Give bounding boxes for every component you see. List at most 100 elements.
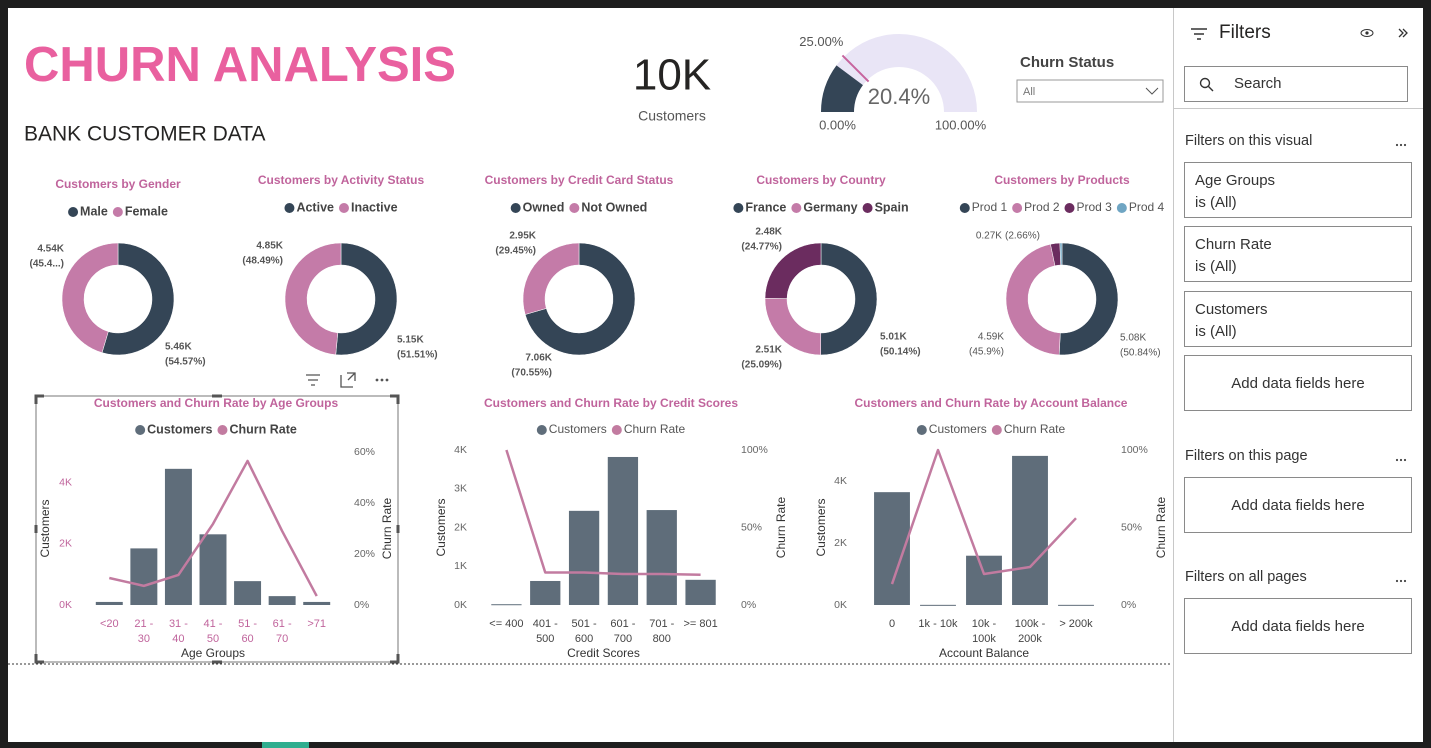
y2-axis-title: Churn Rate	[774, 496, 788, 558]
bar[interactable]	[130, 548, 158, 605]
bar[interactable]	[920, 604, 956, 606]
filter-icon[interactable]	[306, 374, 320, 386]
donut-slice[interactable]	[1058, 242, 1119, 356]
legend-label: Prod 4	[1129, 200, 1165, 214]
legend-marker[interactable]	[959, 203, 970, 213]
bar[interactable]	[1058, 604, 1094, 606]
data-label-share: (29.45%)	[495, 246, 536, 257]
legend-marker[interactable]	[217, 425, 228, 435]
y2-tick-label: 0%	[354, 599, 369, 611]
donut-slice[interactable]	[1059, 242, 1063, 266]
filter-card[interactable]: Customers is (All)	[1184, 291, 1412, 347]
legend-marker[interactable]	[112, 207, 123, 217]
data-label-share: (50.14%)	[880, 347, 921, 358]
bar[interactable]	[199, 534, 227, 605]
bar[interactable]	[685, 579, 716, 605]
donut-slice[interactable]	[764, 242, 822, 299]
section-more-options[interactable]	[1395, 143, 1407, 147]
y-tick-label: 3K	[454, 483, 467, 495]
bar[interactable]	[568, 510, 600, 605]
slicer-title: Churn Status	[1020, 54, 1114, 71]
y2-tick-label: 20%	[354, 548, 375, 560]
donut-slice[interactable]	[522, 242, 580, 315]
bar[interactable]	[966, 555, 1002, 605]
y-axis-title: Customers	[38, 499, 52, 557]
line	[505, 449, 701, 577]
data-label-share: (54.57%)	[165, 357, 206, 368]
data-label-share: (2.66%)	[1005, 231, 1040, 242]
collapse-pane[interactable]	[1398, 28, 1408, 38]
filter-card[interactable]: Age Groups is (All)	[1184, 162, 1412, 218]
y-tick-label: 0K	[834, 599, 847, 611]
donut-slice[interactable]	[61, 242, 119, 353]
x-axis-title: Age Groups	[181, 646, 245, 660]
y2-tick-label: 100%	[741, 444, 768, 456]
bar[interactable]	[1012, 455, 1048, 605]
y2-axis-title: Churn Rate	[380, 497, 394, 559]
legend-marker[interactable]	[862, 203, 873, 213]
slicer-value[interactable]: All	[1023, 86, 1035, 98]
donut-slice[interactable]	[101, 242, 175, 356]
y-tick-label: 4K	[834, 475, 847, 487]
filter-card[interactable]: Churn Rate is (All)	[1184, 226, 1412, 282]
slicer-dropdown[interactable]	[1016, 79, 1164, 103]
bar[interactable]	[234, 581, 262, 605]
legend-marker[interactable]	[611, 425, 622, 435]
chart-title: Customers by Gender	[55, 177, 181, 191]
add-fields-well[interactable]: Add data fields here	[1184, 477, 1412, 533]
y-tick-label: 2K	[59, 538, 72, 550]
bar[interactable]	[95, 601, 123, 605]
focus-mode-icon[interactable]	[340, 372, 356, 388]
legend-label: Churn Rate	[229, 422, 296, 436]
legend-marker[interactable]	[1012, 203, 1023, 213]
legend-marker[interactable]	[536, 425, 547, 435]
search-placeholder[interactable]: Search	[1234, 75, 1282, 92]
legend-marker[interactable]	[916, 425, 927, 435]
gauge-axis-label: 100.00%	[935, 117, 987, 132]
bar[interactable]	[303, 601, 331, 605]
page-tab-indicator[interactable]	[262, 742, 309, 748]
add-fields-well[interactable]: Add data fields here	[1184, 598, 1412, 654]
data-label: 2.48K	[755, 227, 782, 238]
legend-marker[interactable]	[991, 425, 1002, 435]
donut-slice[interactable]	[335, 242, 398, 356]
legend-marker[interactable]	[135, 425, 146, 435]
legend-marker[interactable]	[338, 203, 349, 213]
bar[interactable]	[491, 604, 522, 606]
bar[interactable]	[530, 580, 561, 605]
legend-marker[interactable]	[1064, 203, 1075, 213]
bar[interactable]	[268, 596, 296, 605]
search-box[interactable]: Search	[1184, 66, 1408, 102]
y-tick-label: 4K	[454, 444, 467, 456]
legend-marker[interactable]	[733, 203, 744, 213]
filters-pane: Filters Search Filters on this visual Ag…	[1173, 8, 1423, 742]
legend-marker[interactable]	[284, 203, 295, 213]
legend-marker[interactable]	[569, 203, 580, 213]
section-more-options[interactable]	[1395, 458, 1407, 462]
legend-marker[interactable]	[510, 203, 521, 213]
dropdown-chevron[interactable]	[1145, 87, 1159, 95]
bar[interactable]	[646, 510, 677, 605]
section-more-options[interactable]	[1395, 579, 1407, 583]
more-options-icon[interactable]	[375, 378, 389, 382]
gauge-fill	[821, 65, 863, 112]
x-axis-title: Credit Scores	[567, 646, 640, 660]
resize-handles[interactable]	[34, 394, 400, 664]
legend-marker[interactable]	[791, 203, 802, 213]
donut-slice[interactable]	[820, 242, 878, 356]
legend-label: Customers	[549, 422, 607, 436]
visibility-toggle[interactable]	[1360, 29, 1374, 37]
donut-slice[interactable]	[524, 242, 636, 356]
chart-title: Customers and Churn Rate by Age Groups	[94, 396, 339, 410]
legend-label: Customers	[147, 422, 212, 436]
report-subtitle: BANK CUSTOMER DATA	[24, 123, 266, 146]
donut-slice[interactable]	[284, 242, 342, 356]
data-label: 4.54K	[37, 244, 64, 255]
chart-title: Customers by Activity Status	[258, 173, 425, 187]
bar[interactable]	[164, 468, 192, 605]
add-fields-well[interactable]: Add data fields here	[1184, 355, 1412, 411]
donut-slice[interactable]	[1005, 243, 1061, 356]
legend-marker[interactable]	[68, 207, 79, 217]
bar[interactable]	[607, 456, 639, 605]
legend-marker[interactable]	[1116, 203, 1127, 213]
